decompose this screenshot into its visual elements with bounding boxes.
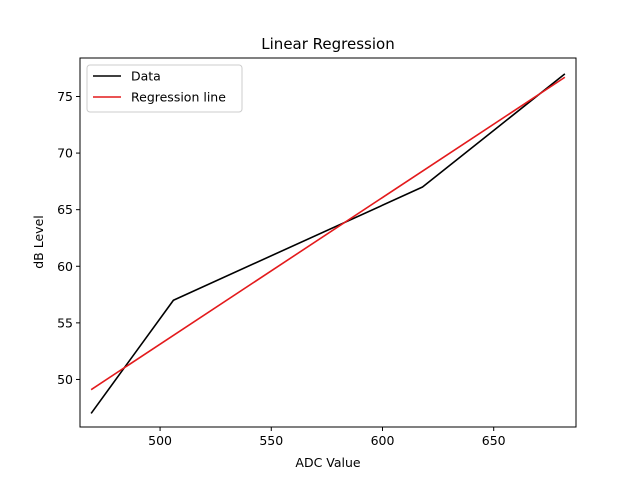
legend-label-0: Data: [131, 69, 161, 84]
series-line-0: [90, 73, 566, 414]
x-tick-label: 650: [482, 433, 506, 448]
y-tick-label: 70: [57, 146, 73, 161]
x-axis-label: ADC Value: [295, 455, 361, 470]
chart-title: Linear Regression: [261, 35, 394, 53]
y-tick-label: 50: [57, 372, 73, 387]
x-tick-label: 550: [259, 433, 283, 448]
x-tick-label: 600: [371, 433, 395, 448]
series-layer: [90, 73, 566, 414]
legend-box: [86, 64, 243, 113]
y-tick-label: 55: [57, 315, 73, 330]
y-tick-label: 75: [57, 89, 73, 104]
x-axis-ticks: 500 550 600 650: [148, 427, 506, 448]
legend-label-1: Regression line: [131, 90, 226, 105]
series-line-1: [90, 76, 566, 391]
legend: Data Regression line: [86, 64, 243, 113]
plot-area: [79, 57, 577, 428]
y-axis-ticks: 50 55 60 65 70 75: [57, 89, 80, 387]
y-tick-label: 60: [57, 259, 73, 274]
x-tick-label: 500: [148, 433, 172, 448]
y-axis-label: dB Level: [31, 215, 46, 268]
y-tick-label: 65: [57, 202, 73, 217]
